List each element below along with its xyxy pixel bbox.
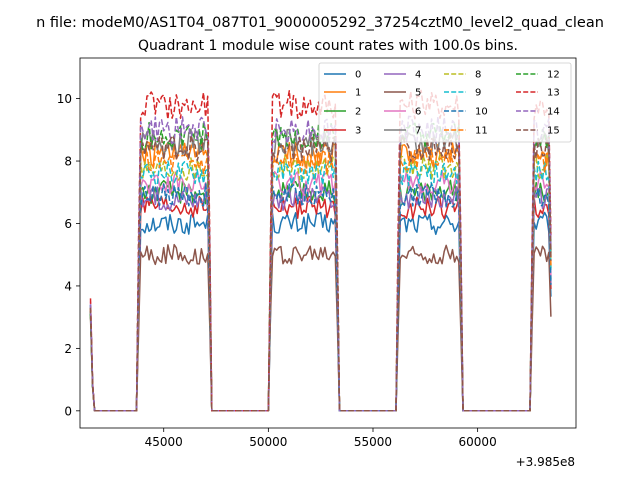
legend-label-0: 0 [355, 70, 361, 81]
legend-label-1: 1 [355, 88, 361, 99]
legend-label-15: 15 [547, 126, 560, 137]
y-tick-label: 2 [64, 342, 72, 356]
x-offset-text: +3.985e8 [516, 455, 575, 469]
y-axis: 0 2 4 6 8 10 [57, 92, 80, 418]
legend-label-14: 14 [547, 107, 560, 118]
legend-label-13: 13 [547, 88, 560, 99]
y-tick-label: 0 [64, 404, 72, 418]
chart-title: Quadrant 1 module wise count rates with … [138, 38, 518, 54]
x-tick-label: 55000 [354, 435, 392, 449]
x-tick-label: 60000 [459, 435, 497, 449]
x-tick-label: 45000 [145, 435, 183, 449]
legend-label-7: 7 [415, 126, 421, 137]
legend-label-5: 5 [415, 88, 421, 99]
series-line-9 [89, 160, 552, 412]
y-tick-label: 10 [57, 92, 72, 106]
series-line-15 [89, 134, 552, 412]
figure-suptitle: n file: modeM0/AS1T04_087T01_9000005292_… [36, 15, 604, 31]
y-tick-label: 4 [64, 279, 72, 293]
legend-label-11: 11 [475, 126, 488, 137]
legend-label-12: 12 [547, 70, 560, 81]
legend-label-4: 4 [415, 70, 421, 81]
legend-label-10: 10 [475, 107, 488, 118]
legend-label-8: 8 [475, 70, 481, 81]
x-axis: 45000 50000 55000 60000 [145, 428, 497, 449]
x-tick-label: 50000 [249, 435, 287, 449]
legend-box [318, 62, 572, 143]
legend-label-3: 3 [355, 126, 361, 137]
plot-frame [79, 57, 577, 429]
y-tick-label: 6 [64, 217, 72, 231]
legend-label-6: 6 [415, 107, 421, 118]
y-tick-label: 8 [64, 155, 72, 169]
legend-label-9: 9 [475, 88, 481, 99]
series-line-10 [89, 182, 552, 412]
legend-label-2: 2 [355, 107, 361, 118]
series-line-14 [89, 115, 552, 412]
